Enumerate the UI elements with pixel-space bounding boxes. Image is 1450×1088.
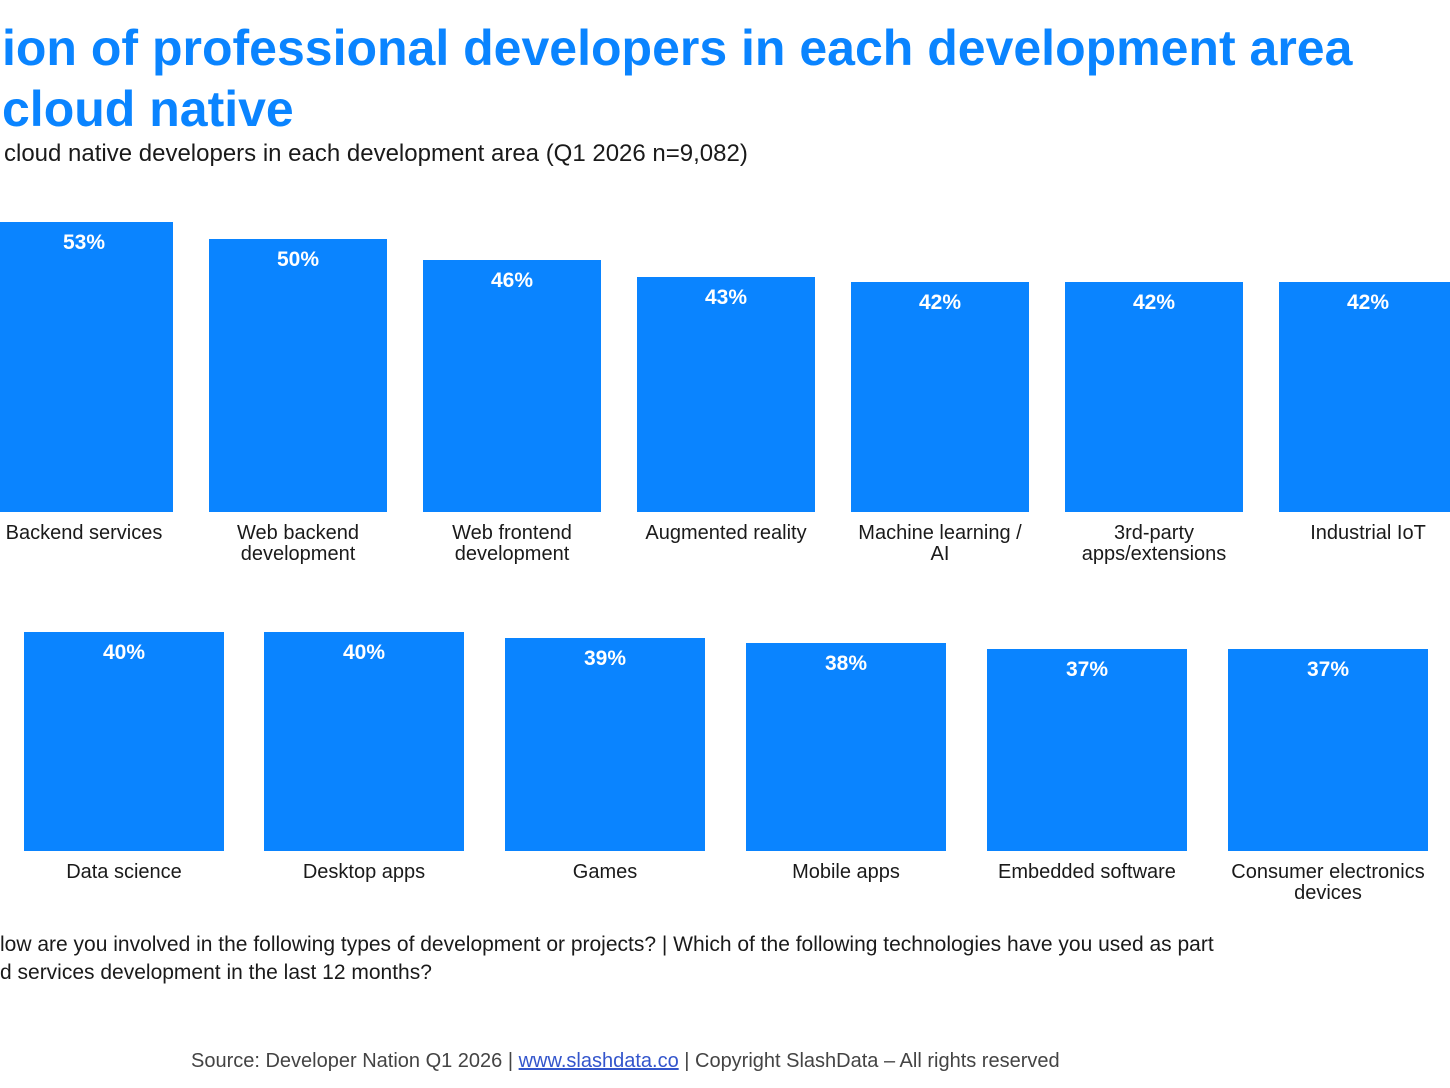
bar-value-label: 46% bbox=[490, 269, 534, 293]
question-line-1: low are you involved in the following ty… bbox=[0, 933, 1214, 956]
chart-title-line-2: cloud native bbox=[2, 81, 294, 137]
source-suffix: | Copyright SlashData – All rights reser… bbox=[678, 1050, 1060, 1072]
bar-value-label: 43% bbox=[704, 285, 748, 309]
bar-value-label: 42% bbox=[1346, 291, 1390, 315]
category-label: Web backend development bbox=[237, 522, 359, 565]
category-label: Augmented reality bbox=[645, 522, 807, 544]
bar bbox=[1228, 648, 1428, 851]
source-footer: Source: Developer Nation Q1 2026 | www.s… bbox=[191, 1050, 1060, 1073]
bar bbox=[24, 632, 224, 851]
bar bbox=[746, 643, 946, 851]
bar bbox=[423, 260, 601, 512]
bar-value-label: 42% bbox=[918, 291, 962, 315]
bar-value-label: 39% bbox=[583, 646, 627, 670]
bar-value-label: 37% bbox=[1065, 657, 1109, 681]
chart-title-line-1: ion of professional developers in each d… bbox=[2, 20, 1353, 76]
bar bbox=[987, 648, 1187, 851]
category-label: Games bbox=[572, 861, 638, 883]
bar-value-label: 37% bbox=[1306, 657, 1350, 681]
source-prefix: Source: Developer Nation Q1 2026 | bbox=[191, 1050, 519, 1072]
bar-value-label: 38% bbox=[824, 652, 868, 676]
chart-subtitle: cloud native developers in each developm… bbox=[4, 140, 748, 167]
category-label: Backend services bbox=[5, 522, 163, 544]
bar bbox=[505, 637, 705, 851]
category-label: Web frontend development bbox=[452, 522, 572, 565]
bar-value-label: 53% bbox=[62, 231, 106, 255]
bar-value-label: 40% bbox=[102, 641, 146, 665]
category-label: Industrial IoT bbox=[1310, 522, 1426, 544]
category-label: Mobile apps bbox=[792, 861, 900, 883]
category-label: Machine learning / AI bbox=[858, 522, 1022, 565]
category-label: Desktop apps bbox=[302, 861, 426, 883]
category-label: Consumer electronics devices bbox=[1231, 861, 1425, 904]
bar bbox=[1065, 282, 1243, 512]
bar bbox=[0, 222, 173, 512]
slashdata-link[interactable]: www.slashdata.co bbox=[518, 1050, 679, 1072]
bar bbox=[1279, 282, 1450, 512]
bar bbox=[637, 276, 815, 512]
bar bbox=[264, 632, 464, 851]
category-label: Embedded software bbox=[998, 861, 1176, 883]
bar-value-label: 50% bbox=[276, 247, 320, 271]
bar bbox=[209, 238, 387, 512]
bar-value-label: 40% bbox=[342, 641, 386, 665]
bar bbox=[851, 282, 1029, 512]
question-line-2: d services development in the last 12 mo… bbox=[0, 961, 432, 984]
bar-value-label: 42% bbox=[1132, 291, 1176, 315]
category-label: Data science bbox=[66, 861, 182, 883]
category-label: 3rd-party apps/extensions bbox=[1081, 522, 1227, 565]
